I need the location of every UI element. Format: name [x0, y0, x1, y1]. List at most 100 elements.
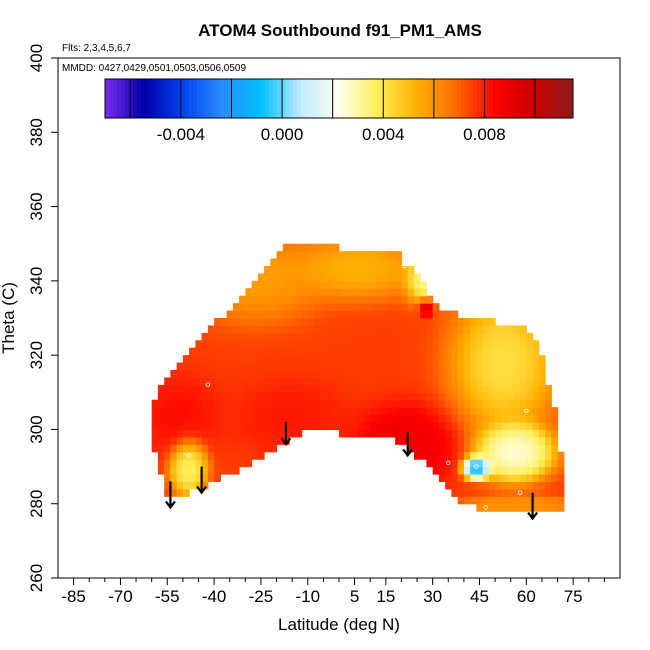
- heatmap-cell: [545, 414, 552, 423]
- heatmap-cell: [370, 370, 378, 379]
- heatmap-cell: [388, 414, 396, 423]
- heatmap-cell: [463, 481, 471, 490]
- heatmap-cell: [470, 332, 477, 341]
- heatmap-cell: [251, 332, 259, 341]
- heatmap-cell: [301, 273, 309, 282]
- heatmap-cell: [376, 355, 384, 364]
- heatmap-cell: [401, 288, 409, 297]
- heatmap-cell: [207, 474, 215, 483]
- heatmap-cell: [413, 318, 421, 327]
- heatmap-cell: [345, 414, 353, 423]
- heatmap-cell: [214, 407, 221, 416]
- heatmap-cell: [195, 429, 203, 438]
- heatmap-cell: [164, 399, 171, 408]
- colorbar-swatch: [125, 79, 130, 118]
- heatmap-cell: [182, 362, 190, 371]
- colorbar-swatch: [269, 79, 274, 118]
- heatmap-cell: [495, 370, 502, 379]
- heatmap-cell: [538, 503, 546, 512]
- heatmap-cell: [463, 444, 471, 453]
- heatmap-cell: [382, 295, 390, 304]
- heatmap-cell: [282, 310, 290, 319]
- heatmap-cell: [232, 422, 240, 431]
- heatmap-cell: [257, 362, 265, 371]
- heatmap-cell: [501, 355, 509, 364]
- heatmap-cell: [501, 399, 509, 408]
- heatmap-cell: [289, 295, 296, 304]
- heatmap-cell: [401, 273, 409, 282]
- heatmap-cell: [251, 436, 259, 445]
- heatmap-cell: [245, 288, 253, 297]
- heatmap-cell: [438, 459, 446, 468]
- heatmap-cell: [326, 392, 334, 401]
- heatmap-cell: [507, 377, 515, 386]
- heatmap-cell: [245, 303, 253, 312]
- heatmap-cell: [513, 429, 521, 438]
- heatmap-cell: [276, 266, 284, 275]
- heatmap-cell: [326, 303, 334, 312]
- heatmap-cell: [420, 436, 428, 445]
- colorbar-swatch: [129, 79, 134, 118]
- heatmap-cell: [264, 414, 271, 423]
- heatmap-cell: [320, 347, 328, 356]
- heatmap-cell: [470, 481, 477, 490]
- heatmap-cell: [413, 280, 421, 289]
- heatmap-cell: [526, 422, 534, 431]
- heatmap-cell: [407, 355, 415, 364]
- heatmap-cell: [295, 303, 303, 312]
- colorbar-swatch: [361, 79, 366, 118]
- heatmap-cell: [207, 429, 215, 438]
- heatmap-cell: [289, 377, 296, 386]
- heatmap-cell: [420, 303, 428, 312]
- heatmap-cell: [488, 399, 496, 408]
- heatmap-cell: [332, 392, 340, 401]
- heatmap-cell: [207, 422, 215, 431]
- heatmap-cell: [376, 318, 384, 327]
- observation-marker: [446, 460, 451, 466]
- heatmap-cell: [357, 303, 365, 312]
- heatmap-cell: [239, 370, 246, 379]
- heatmap-cell: [245, 377, 253, 386]
- colorbar-swatch: [253, 79, 258, 118]
- heatmap-cell: [401, 436, 409, 445]
- heatmap-cell: [482, 407, 490, 416]
- heatmap-cell: [470, 362, 477, 371]
- heatmap-cell: [545, 481, 552, 490]
- heatmap-cell: [239, 384, 246, 393]
- heatmap-cell: [545, 407, 552, 416]
- heatmap-cell: [207, 332, 215, 341]
- heatmap-cell: [276, 414, 284, 423]
- heatmap-cell: [157, 422, 165, 431]
- heatmap-cell: [201, 444, 209, 453]
- heatmap-cell: [276, 325, 284, 334]
- heatmap-cell: [370, 355, 378, 364]
- colorbar-swatch: [181, 79, 186, 118]
- heatmap-cell: [476, 422, 484, 431]
- heatmap-cell: [345, 377, 353, 386]
- heatmap-cell: [407, 347, 415, 356]
- heatmap-cell: [357, 325, 365, 334]
- heatmap-cell: [214, 325, 221, 334]
- heatmap-cell: [370, 251, 378, 260]
- heatmap-cell: [195, 355, 203, 364]
- heatmap-cell: [513, 414, 521, 423]
- heatmap-cell: [488, 481, 496, 490]
- heatmap-cell: [482, 332, 490, 341]
- heatmap-cell: [538, 399, 546, 408]
- heatmap-cell: [420, 288, 428, 297]
- heatmap-cell: [220, 362, 228, 371]
- heatmap-cell: [264, 310, 271, 319]
- heatmap-cell: [382, 273, 390, 282]
- heatmap-cell: [526, 362, 534, 371]
- heatmap-cell: [351, 362, 359, 371]
- heatmap-cell: [557, 503, 565, 512]
- heatmap-cell: [413, 347, 421, 356]
- heatmap-cell: [426, 362, 434, 371]
- colorbar-swatch: [557, 79, 562, 118]
- heatmap-cell: [314, 251, 321, 260]
- heatmap-cell: [301, 377, 309, 386]
- heatmap-cell: [445, 407, 452, 416]
- heatmap-cell: [220, 355, 228, 364]
- heatmap-cell: [307, 310, 315, 319]
- heatmap-cell: [326, 332, 334, 341]
